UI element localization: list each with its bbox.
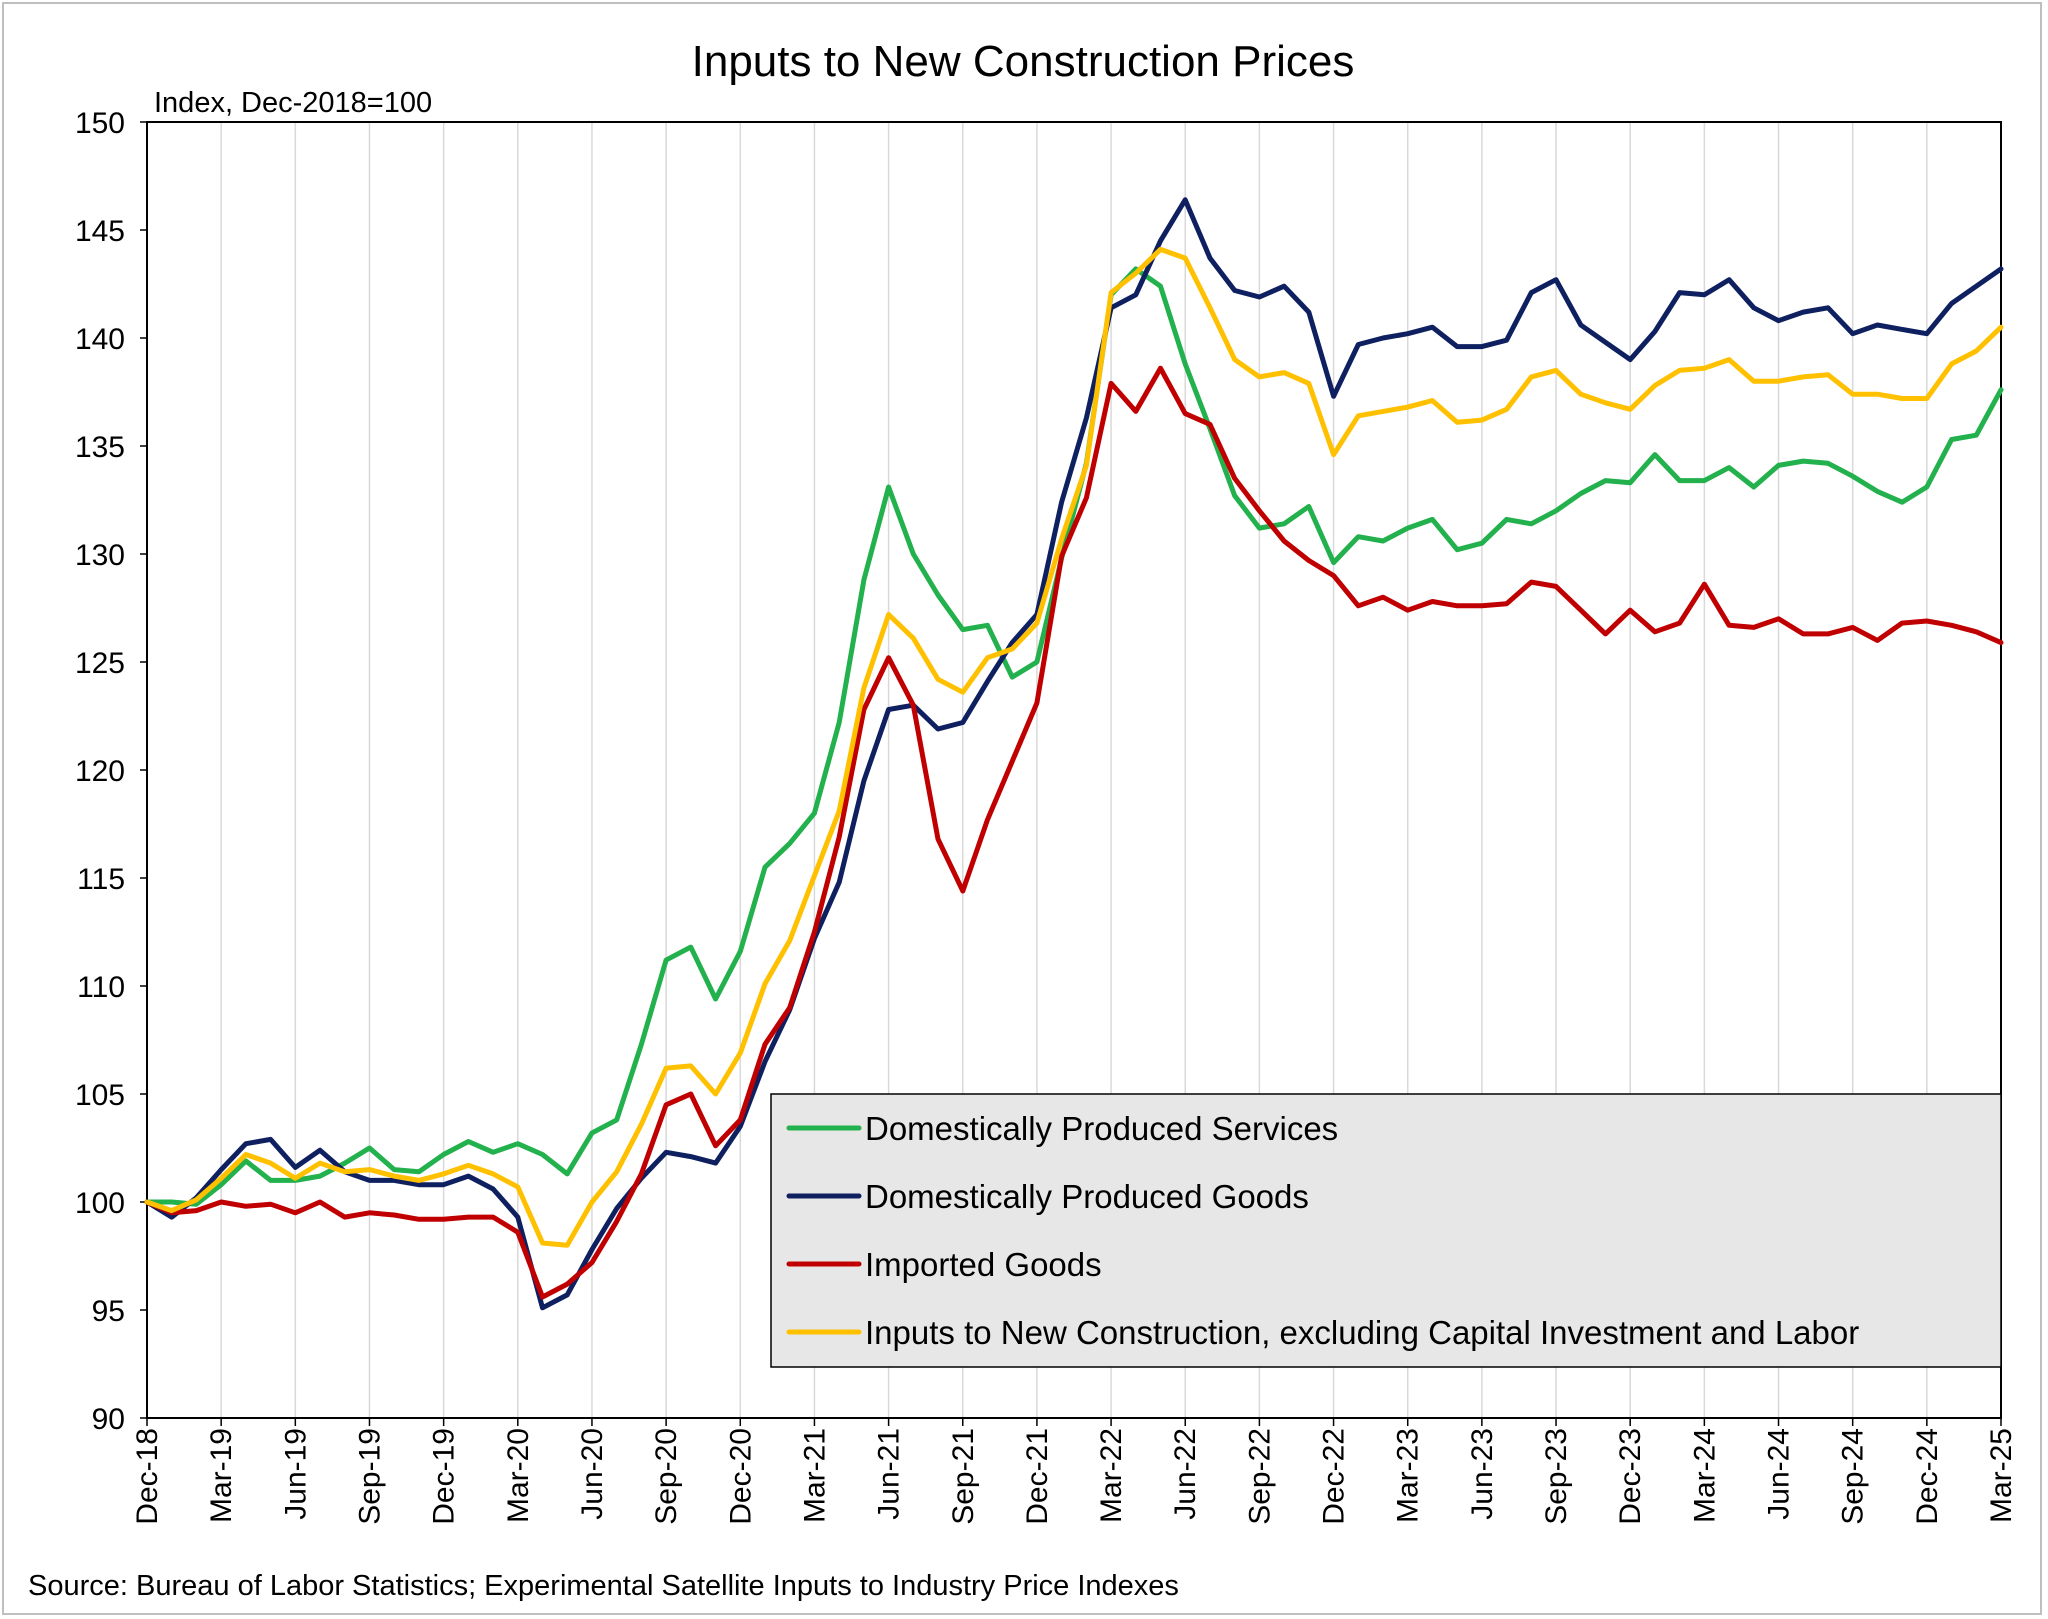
- x-tick-label: Jun-23: [1466, 1428, 1499, 1520]
- y-tick-label: 120: [75, 755, 125, 788]
- y-tick-label: 105: [75, 1079, 125, 1112]
- legend-items: Domestically Produced Services Domestical…: [786, 1110, 1859, 1351]
- source-note: Source: Bureau of Labor Statistics; Expe…: [28, 1570, 1179, 1602]
- legend-label: Inputs to New Construction, excluding Ca…: [865, 1314, 1859, 1351]
- x-tick-label: Dec-23: [1614, 1428, 1647, 1525]
- y-tick-label: 95: [92, 1295, 125, 1328]
- x-tick-label: Dec-20: [724, 1428, 757, 1525]
- legend-label: Domestically Produced Services: [865, 1110, 1338, 1147]
- y-tick-label: 110: [77, 971, 125, 1004]
- y-tick-label: 135: [75, 431, 125, 464]
- x-tick-label: Dec-21: [1021, 1428, 1054, 1525]
- x-tick-label: Sep-19: [353, 1428, 386, 1525]
- x-tick-label: Sep-22: [1243, 1428, 1276, 1525]
- x-tick-label: Sep-23: [1540, 1428, 1573, 1525]
- x-tick-label: Jun-20: [576, 1428, 609, 1520]
- legend: Domestically Produced Services Domestical…: [770, 1093, 2002, 1368]
- y-axis-unit-label: Index, Dec-2018=100: [154, 87, 432, 119]
- series-line-2: [144, 197, 2004, 1311]
- x-tick-label: Jun-22: [1169, 1428, 1202, 1520]
- x-axis-ticks: Dec-18 Mar-19 Jun-19 Sep-19 Dec-19 Mar-20 Jun-…: [131, 1418, 2018, 1525]
- chart-title: Inputs to New Construction Prices: [692, 37, 1355, 86]
- x-tick-label: Mar-22: [1095, 1428, 1128, 1523]
- y-tick-label: 150: [75, 107, 125, 140]
- x-tick-label: Jun-21: [873, 1428, 906, 1520]
- y-axis-ticks: 90 95 100 105 110 115 120 125 130 135 140 145 150: [75, 107, 147, 1436]
- y-tick-label: 145: [75, 215, 125, 248]
- x-tick-label: Mar-19: [205, 1428, 238, 1523]
- x-tick-label: Sep-21: [947, 1428, 980, 1525]
- series-line-1: [144, 266, 2004, 1207]
- x-tick-label: Sep-24: [1837, 1428, 1870, 1525]
- x-tick-label: Jun-24: [1763, 1428, 1796, 1520]
- x-tick-label: Dec-22: [1318, 1428, 1351, 1525]
- x-tick-label: Mar-21: [798, 1428, 831, 1523]
- x-tick-label: Mar-23: [1392, 1428, 1425, 1523]
- x-tick-label: Dec-24: [1911, 1428, 1944, 1525]
- x-tick-label: Jun-19: [279, 1428, 312, 1520]
- y-tick-label: 100: [75, 1187, 125, 1220]
- x-tick-label: Dec-19: [428, 1428, 461, 1525]
- legend-label: Imported Goods: [865, 1246, 1102, 1283]
- series-lines: [144, 197, 2004, 1311]
- y-tick-label: 90: [92, 1403, 125, 1436]
- legend-box: [770, 1093, 2002, 1368]
- y-tick-label: 140: [75, 323, 125, 356]
- x-tick-label: Mar-25: [1985, 1428, 2018, 1523]
- series-line-3: [144, 365, 2004, 1300]
- x-tick-label: Dec-18: [131, 1428, 164, 1525]
- y-tick-label: 115: [77, 863, 125, 896]
- series-line-4: [144, 246, 2004, 1248]
- x-tick-label: Sep-20: [650, 1428, 683, 1525]
- y-tick-label: 125: [75, 647, 125, 680]
- legend-label: Domestically Produced Goods: [865, 1178, 1309, 1215]
- x-tick-label: Mar-20: [502, 1428, 535, 1523]
- x-tick-label: Mar-24: [1688, 1428, 1721, 1523]
- y-tick-label: 130: [75, 539, 125, 572]
